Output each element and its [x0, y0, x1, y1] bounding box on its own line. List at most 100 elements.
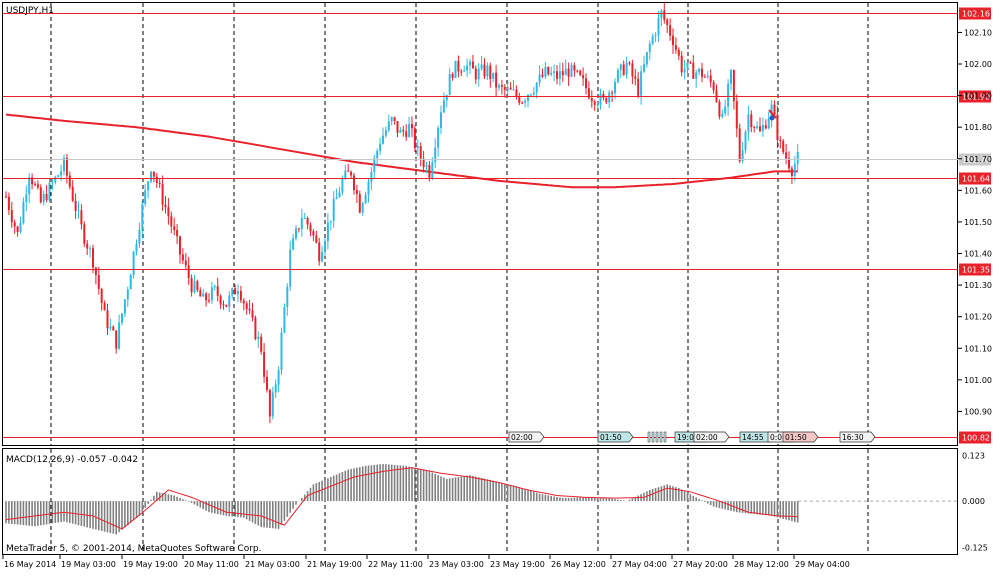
bull-candle [295, 228, 297, 239]
bear-candle [669, 25, 672, 36]
price-tick-label: 102.00 [964, 60, 992, 69]
bear-candle [196, 281, 199, 291]
bear-candle [83, 224, 86, 244]
bull-candle [228, 295, 231, 307]
bear-candle [268, 389, 271, 417]
current-price-tag [959, 153, 991, 166]
bear-candle [5, 196, 7, 198]
bear-candle [547, 67, 550, 75]
bull-candle [614, 82, 616, 94]
bear-candle [576, 70, 579, 72]
time-label: 28 May 12:00 [734, 560, 789, 569]
bull-candle [553, 71, 556, 73]
bull-candle [376, 150, 379, 159]
event-flag-marker[interactable] [655, 431, 659, 443]
bear-candle [112, 326, 115, 331]
bear-candle [103, 302, 106, 311]
bear-candle [393, 117, 396, 122]
bear-candle [759, 126, 761, 132]
trade-arrow-icon[interactable] [768, 109, 777, 121]
bear-candle [674, 45, 677, 50]
event-flag[interactable] [508, 431, 545, 443]
bull-candle [286, 286, 289, 308]
bull-candle [492, 72, 495, 80]
bull-candle [28, 177, 31, 195]
bear-candle [92, 248, 94, 268]
bear-candle [573, 65, 576, 71]
bull-candle [529, 94, 532, 96]
bull-candle [686, 62, 689, 69]
bear-candle [764, 125, 767, 129]
bear-candle [567, 68, 570, 77]
time-label: 29 May 04:00 [795, 560, 850, 569]
event-flag[interactable] [597, 431, 634, 443]
bull-candle [19, 222, 22, 233]
bear-candle [167, 207, 170, 217]
bull-candle [123, 299, 126, 314]
bull-candle [280, 332, 283, 370]
bull-candle [384, 130, 387, 136]
bull-candle [625, 62, 628, 75]
price-tick-label: 102.10 [964, 28, 992, 37]
event-flag-marker[interactable] [663, 431, 667, 443]
bull-candle [416, 146, 419, 149]
bull-candle [48, 182, 51, 201]
bull-candle [448, 73, 451, 96]
bear-candle [31, 177, 34, 185]
symbol-title: USDJPY,H1 [6, 6, 54, 16]
bull-candle [558, 71, 561, 79]
event-flag-marker[interactable] [651, 431, 655, 443]
bear-candle [738, 128, 741, 162]
event-flag-marker[interactable] [659, 431, 663, 443]
level-price-tag [959, 431, 991, 444]
level-price-label: 100.82 [962, 434, 990, 443]
bull-candle [338, 192, 341, 198]
bear-candle [782, 141, 785, 153]
bear-candle [155, 176, 158, 183]
event-flag[interactable] [839, 431, 876, 443]
bear-candle [306, 218, 309, 225]
bull-candle [387, 121, 390, 131]
bull-candle [596, 104, 599, 106]
bear-candle [413, 128, 416, 149]
bull-candle [379, 143, 382, 151]
bear-candle [161, 183, 164, 205]
event-flag[interactable] [693, 431, 730, 443]
bull-candle [364, 194, 367, 204]
bear-candle [474, 68, 477, 80]
bear-candle [712, 82, 715, 91]
time-label: 21 May 19:00 [307, 560, 362, 569]
main-chart-frame [2, 2, 958, 446]
bear-candle [402, 129, 405, 132]
bear-candle [94, 267, 97, 275]
bear-candle [703, 76, 706, 78]
bear-candle [561, 71, 564, 76]
bear-candle [457, 60, 460, 72]
moving-average-line [5, 113, 798, 189]
bear-candle [205, 293, 208, 301]
macd-tick-label: -0.125 [962, 543, 988, 552]
bull-candle [770, 104, 773, 119]
event-flag[interactable] [782, 431, 819, 443]
bull-candle [271, 392, 274, 417]
bear-candle [515, 89, 518, 97]
bull-candle [237, 290, 239, 295]
horizontal-levels[interactable]: 102.16 101.90 101.64 101.35 100.82 101.70 [3, 7, 991, 444]
level-price-tag [959, 7, 991, 20]
bull-candle [321, 251, 324, 262]
bear-candle [692, 62, 695, 79]
bear-candle [318, 242, 321, 262]
bear-candle [181, 254, 184, 261]
bear-candle [309, 224, 312, 232]
price-axis: 102.10 102.00 101.90 101.80 101.70 101.60 101.… [958, 28, 992, 416]
bear-candle [419, 146, 422, 159]
bear-candle [315, 235, 318, 243]
bull-candle [324, 241, 326, 252]
bull-candle [335, 197, 338, 200]
event-flag-marker[interactable] [647, 431, 651, 443]
bear-candle [225, 304, 228, 307]
bear-candle [297, 228, 300, 230]
bear-candle [219, 295, 222, 305]
